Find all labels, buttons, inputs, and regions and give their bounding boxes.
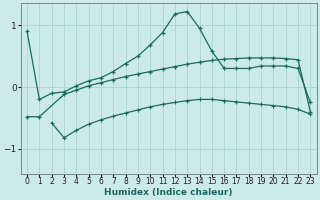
X-axis label: Humidex (Indice chaleur): Humidex (Indice chaleur)	[104, 188, 233, 197]
